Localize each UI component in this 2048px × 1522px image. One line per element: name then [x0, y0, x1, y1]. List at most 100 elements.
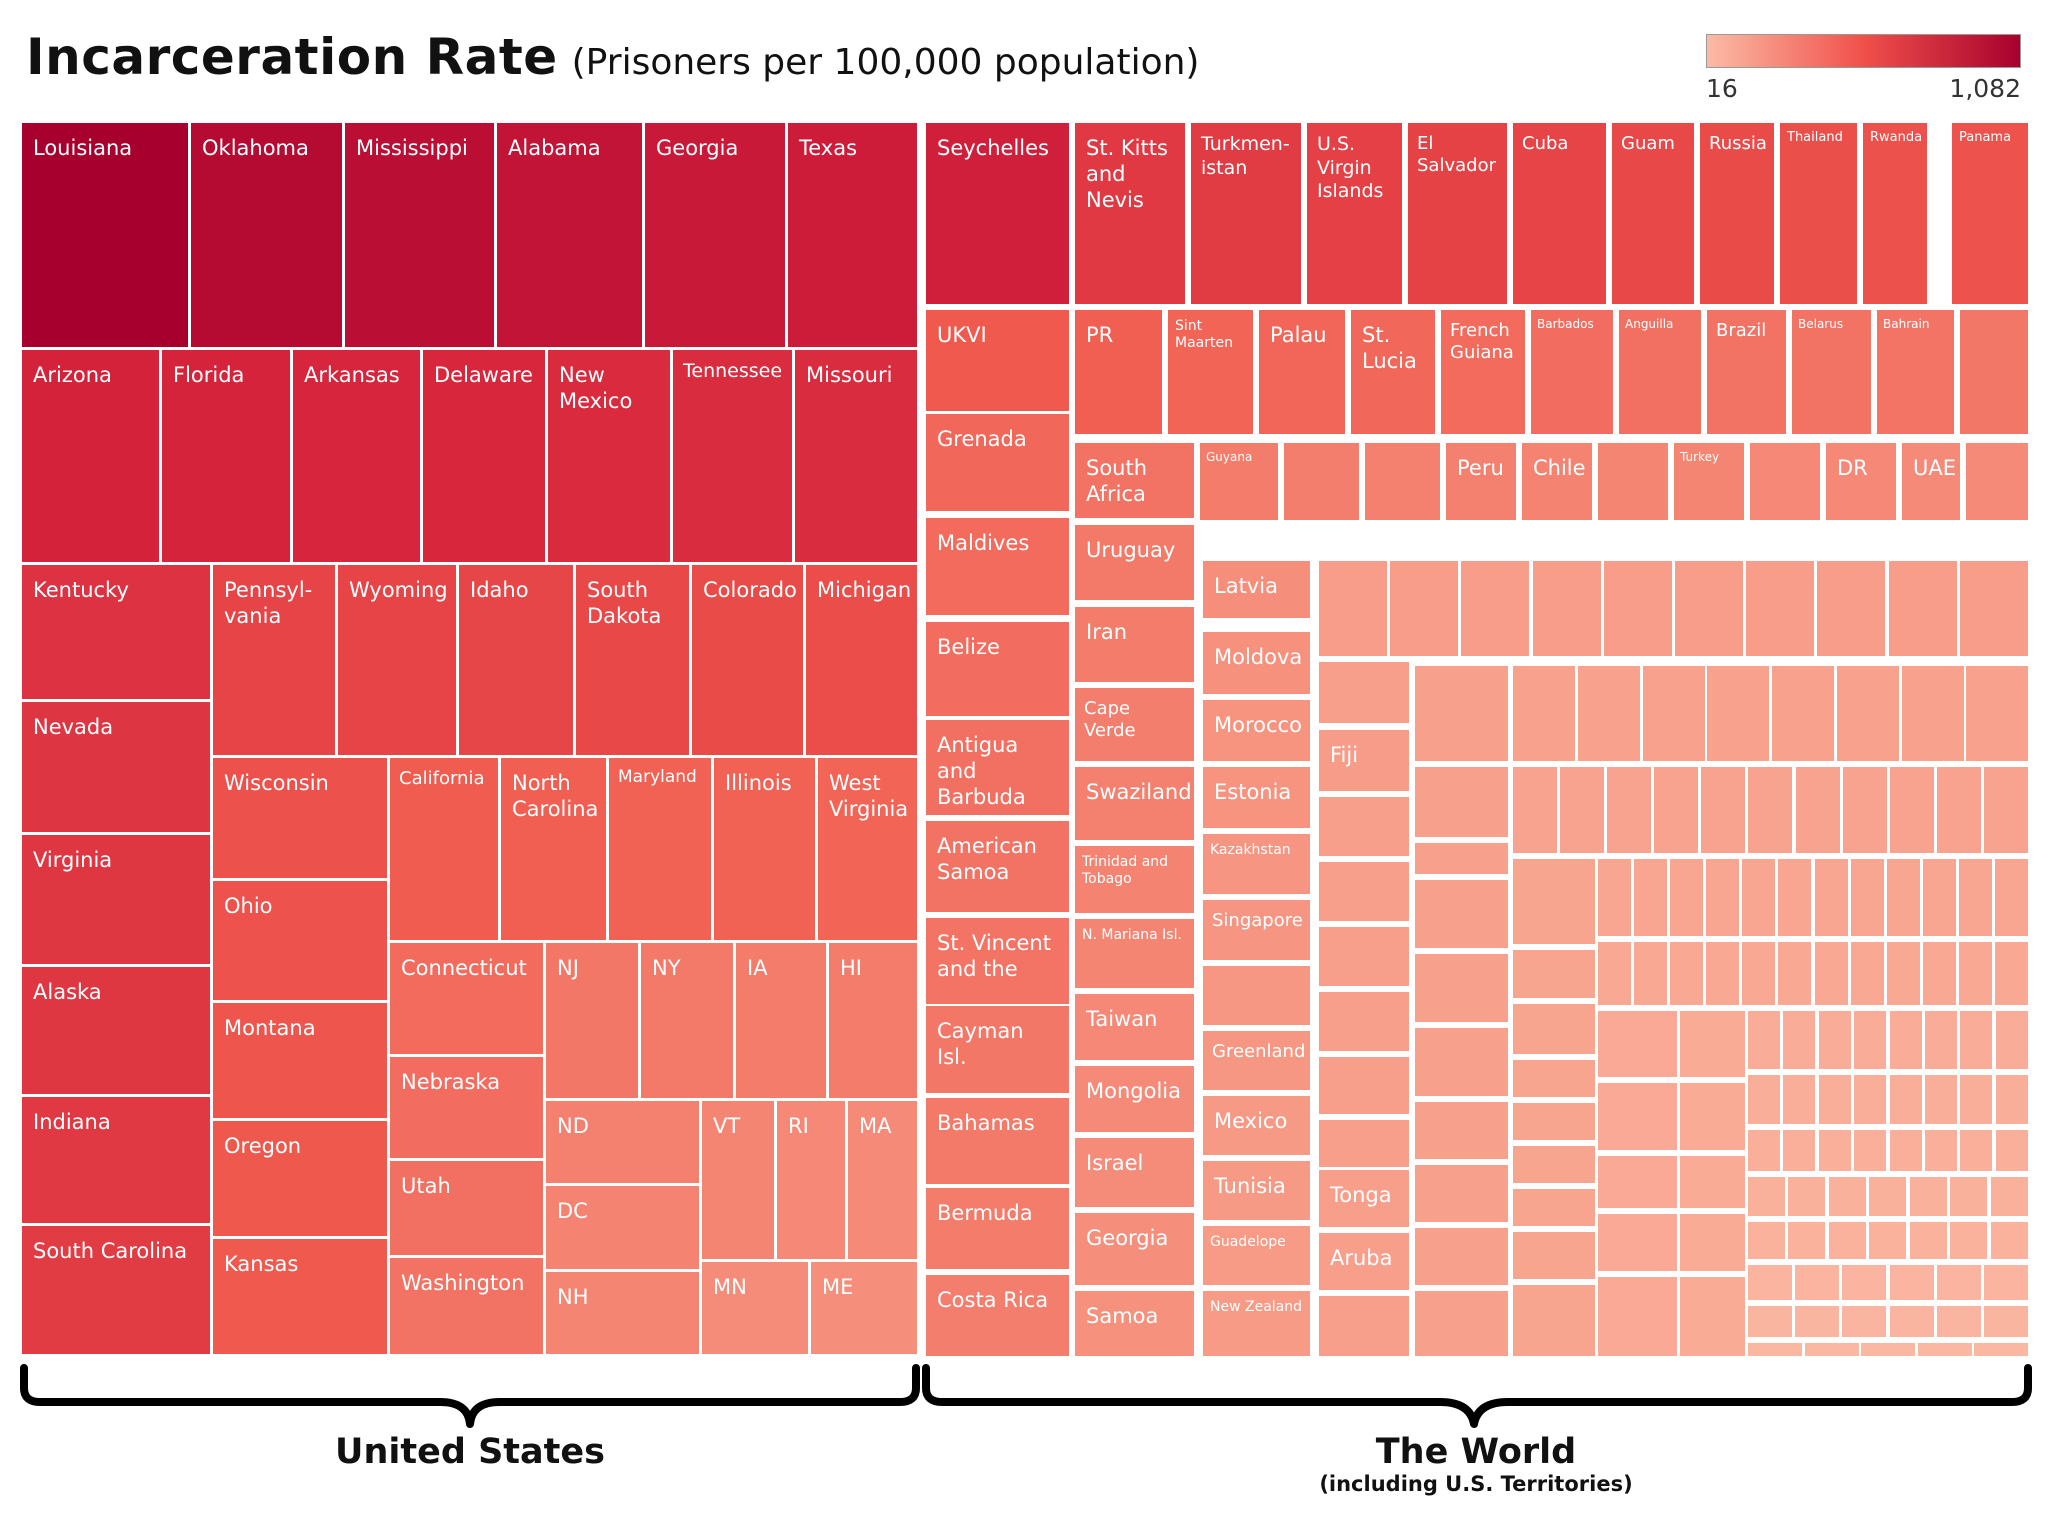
- treemap-cell-world-small: [1319, 797, 1409, 856]
- treemap-cell-world-small: [1819, 1011, 1851, 1069]
- treemap-cell-world-small: [1748, 1343, 1802, 1356]
- treemap-cell-world-small: [1415, 1291, 1508, 1356]
- treemap-cell-missouri: Missouri: [795, 350, 917, 562]
- treemap-cell-thailand-label: Thailand: [1787, 130, 1843, 145]
- treemap-cell-iran-label: Iran: [1086, 620, 1128, 644]
- treemap-cell-st-kitts: St. Kitts and Nevis: [1075, 123, 1185, 304]
- treemap-cell-pr-label: PR: [1086, 323, 1114, 347]
- treemap-cell-world-small: [1851, 942, 1884, 1005]
- treemap-cell-chile: Chile: [1522, 443, 1592, 520]
- treemap-cell-world-small: [1680, 1156, 1745, 1208]
- treemap-cell-ri-label: RI: [788, 1114, 809, 1138]
- treemap-cell-world-small: [1829, 1222, 1866, 1259]
- treemap-cell-uae-label: UAE: [1913, 456, 1957, 480]
- treemap-cell-world-small: [1598, 1011, 1677, 1077]
- treemap-cell-el-salvador-label: El Salvador: [1417, 133, 1496, 177]
- treemap-cell-world-small: [1842, 1306, 1886, 1337]
- treemap-cell-world-small: [1680, 1083, 1745, 1150]
- treemap-cell-arkansas: Arkansas: [293, 350, 420, 562]
- treemap-cell-world-small: [1748, 1306, 1792, 1337]
- treemap-cell-seychelles-label: Seychelles: [937, 136, 1049, 160]
- treemap-cell-world-small: [1960, 1075, 1992, 1124]
- treemap-cell-ohio: Ohio: [213, 881, 387, 1000]
- treemap-cell-swaziland: Swaziland: [1075, 767, 1194, 840]
- treemap-cell-world-small: [1680, 1277, 1745, 1356]
- color-legend-max-label: 1,082: [1949, 74, 2021, 103]
- treemap-cell-indiana: Indiana: [22, 1097, 210, 1223]
- treemap-cell-world-small: [1598, 859, 1631, 936]
- treemap-cell-mississippi-label: Mississippi: [356, 136, 468, 160]
- treemap-cell-world-small: [1984, 1265, 2028, 1300]
- treemap-cell-cape-verde-label: Cape Verde: [1084, 698, 1136, 742]
- treemap-cell-ukvi-label: UKVI: [937, 323, 987, 347]
- treemap-cell-antigua-label: Antigua and Barbuda: [937, 733, 1026, 810]
- treemap-cell-sint-maarten: Sint Maarten: [1168, 310, 1253, 434]
- treemap-cell-world-small: [1319, 927, 1409, 986]
- treemap-cell-ny-label: NY: [652, 956, 681, 980]
- treemap-cell-cuba: Cuba: [1513, 123, 1606, 304]
- treemap-cell-world-small: [1960, 1130, 1992, 1171]
- treemap-cell-st-kitts-label: St. Kitts and Nevis: [1086, 136, 1168, 213]
- treemap-cell-barbados: Barbados: [1531, 310, 1613, 434]
- treemap-cell-nj-label: NJ: [557, 956, 579, 980]
- treemap-cell-barbados-label: Barbados: [1537, 317, 1594, 331]
- treemap-cell-utah-label: Utah: [401, 1174, 451, 1198]
- treemap-cell-estonia: Estonia: [1203, 767, 1310, 828]
- treemap-cell-world-small: [1680, 1011, 1745, 1077]
- treemap-cell-world-small: [1748, 1011, 1780, 1069]
- treemap-cell-alabama: Alabama: [497, 123, 642, 347]
- treemap-cell-el-salvador: El Salvador: [1408, 123, 1507, 304]
- treemap-cell-mn-label: MN: [713, 1275, 747, 1299]
- treemap-cell-virginia-label: Virginia: [33, 848, 113, 872]
- treemap-cell-world-small: [1890, 1265, 1934, 1300]
- treemap-cell-brazil: Brazil: [1707, 310, 1786, 434]
- treemap-cell-georgia-label: Georgia: [656, 136, 739, 160]
- treemap-cell-world-small: [1772, 666, 1834, 761]
- treemap-cell-fiji-label: Fiji: [1330, 743, 1359, 767]
- treemap-cell-world-small: [1796, 767, 1840, 853]
- treemap-cell-costa-rica: Costa Rica: [926, 1275, 1069, 1356]
- treemap-cell-bahrain: Bahrain: [1877, 310, 1954, 434]
- treemap-cell-world-small: [1598, 1277, 1677, 1356]
- group-note-the-world: (including U.S. Territories): [1319, 1472, 1633, 1496]
- treemap-cell-south-carolina: South Carolina: [22, 1226, 210, 1354]
- treemap-cell-kentucky-label: Kentucky: [33, 578, 129, 602]
- treemap-cell-world-small: [1415, 1228, 1508, 1285]
- treemap-cell-nd-label: ND: [557, 1114, 589, 1138]
- treemap-cell-american-samoa-label: American Samoa: [937, 834, 1037, 885]
- treemap-cell-bermuda-label: Bermuda: [937, 1201, 1033, 1225]
- treemap-cell-french-guiana-label: French Guiana: [1450, 320, 1514, 364]
- treemap-cell-anguilla: Anguilla: [1619, 310, 1701, 434]
- treemap-cell-world-small: [1778, 859, 1811, 936]
- treemap-cell-trinidad-label: Trinidad and Tobago: [1082, 854, 1169, 888]
- treemap-cell-world-small: [1654, 767, 1698, 853]
- treemap-cell-world-small: [1706, 859, 1739, 936]
- treemap-cell-world-small: [1805, 1343, 1859, 1356]
- treemap-cell-world-small: [1950, 1177, 1987, 1216]
- treemap-cell-bahrain-label: Bahrain: [1883, 317, 1930, 331]
- treemap-cell-world-small: [1974, 1343, 2028, 1356]
- treemap-cell-vt-label: VT: [713, 1114, 741, 1138]
- treemap-cell-blank-w1: [1960, 310, 2028, 434]
- treemap-cell-world-small: [1937, 1306, 1981, 1337]
- treemap-cell-sint-maarten-label: Sint Maarten: [1175, 318, 1233, 352]
- treemap-cell-swaziland-label: Swaziland: [1086, 780, 1192, 804]
- treemap-cell-west-virginia-label: West Virginia: [829, 771, 909, 822]
- treemap-cell-world-small: [1890, 1306, 1934, 1337]
- treemap-cell-alabama-label: Alabama: [508, 136, 601, 160]
- treemap-cell-world-small: [1319, 1120, 1409, 1167]
- treemap-cell-oklahoma: Oklahoma: [191, 123, 342, 347]
- treemap-cell-anguilla-label: Anguilla: [1625, 317, 1674, 331]
- treemap-cell-montana: Montana: [213, 1003, 387, 1118]
- treemap-cell-colorado: Colorado: [692, 565, 803, 755]
- treemap-cell-connecticut: Connecticut: [390, 943, 543, 1054]
- treemap-cell-world-small: [1950, 1222, 1987, 1259]
- treemap-cell-belarus-label: Belarus: [1798, 317, 1844, 331]
- treemap-cell-georgia-w-label: Georgia: [1086, 1226, 1169, 1250]
- treemap-cell-nh-label: NH: [557, 1285, 589, 1309]
- treemap-cell-south-africa: South Africa: [1075, 443, 1194, 518]
- treemap-cell-world-small: [1887, 942, 1920, 1005]
- treemap-cell-world-small: [1843, 767, 1887, 853]
- treemap-cell-french-guiana: French Guiana: [1441, 310, 1525, 434]
